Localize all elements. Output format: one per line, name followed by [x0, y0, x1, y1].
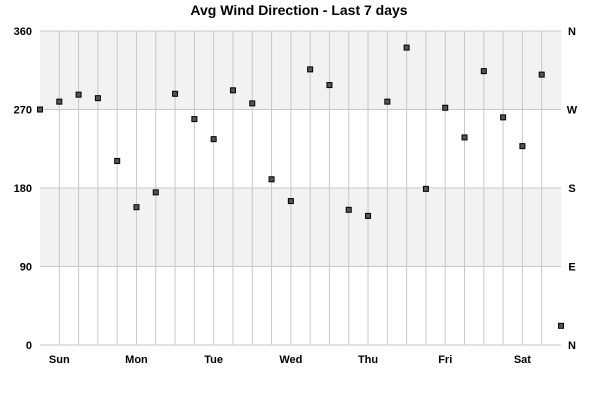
- compass-label: S: [568, 183, 575, 195]
- data-point: [172, 90, 179, 97]
- data-point: [500, 114, 507, 121]
- horizontal-gridlines: [40, 30, 561, 346]
- shaded-band: [40, 31, 561, 110]
- y-axis-tick-labels: 0 90 180 270 360: [14, 26, 32, 352]
- y-tick-label: 0: [26, 340, 32, 352]
- y-tick-label: 90: [20, 262, 32, 274]
- data-point: [56, 98, 63, 105]
- x-day-label: Mon: [125, 354, 148, 366]
- data-point: [365, 212, 372, 219]
- data-point: [538, 71, 545, 78]
- data-point: [480, 68, 487, 75]
- data-point: [384, 98, 391, 105]
- background-bands: [40, 31, 561, 267]
- chart-title: Avg Wind Direction - Last 7 days: [190, 2, 407, 18]
- data-point: [229, 87, 236, 94]
- data-markers: [37, 44, 564, 329]
- x-day-label: Sat: [514, 354, 531, 366]
- data-point: [191, 116, 198, 123]
- y-tick-label: 180: [14, 183, 32, 195]
- data-point: [249, 100, 256, 107]
- compass-labels: N E S W N: [567, 26, 578, 352]
- shaded-band: [40, 188, 561, 267]
- data-point: [326, 82, 333, 89]
- x-day-label: Fri: [438, 354, 452, 366]
- x-axis-day-labels: Sun Mon Tue Wed Thu Fri Sat: [49, 354, 531, 366]
- data-point: [422, 185, 429, 192]
- data-point: [558, 322, 564, 329]
- data-point: [307, 66, 314, 73]
- data-point: [268, 176, 275, 183]
- y-tick-label: 360: [14, 26, 32, 38]
- compass-label: W: [567, 105, 578, 117]
- y-tick-label: 270: [14, 105, 32, 117]
- data-point: [287, 198, 294, 205]
- vertical-gridlines: [58, 31, 543, 345]
- compass-label: E: [568, 262, 575, 274]
- x-day-label: Sun: [49, 354, 70, 366]
- x-day-label: Tue: [204, 354, 223, 366]
- data-point: [461, 134, 468, 141]
- data-point: [37, 106, 43, 113]
- x-day-label: Wed: [279, 354, 302, 366]
- data-point: [114, 157, 121, 164]
- data-point: [442, 104, 449, 111]
- data-point: [345, 206, 352, 213]
- data-point: [152, 189, 159, 196]
- data-point: [210, 136, 217, 143]
- compass-label: N: [568, 26, 576, 38]
- data-point: [403, 44, 410, 51]
- x-day-label: Thu: [358, 354, 378, 366]
- data-point: [94, 95, 101, 102]
- data-point: [133, 204, 140, 211]
- data-point: [519, 143, 526, 150]
- data-point: [75, 91, 82, 98]
- compass-label: N: [568, 340, 576, 352]
